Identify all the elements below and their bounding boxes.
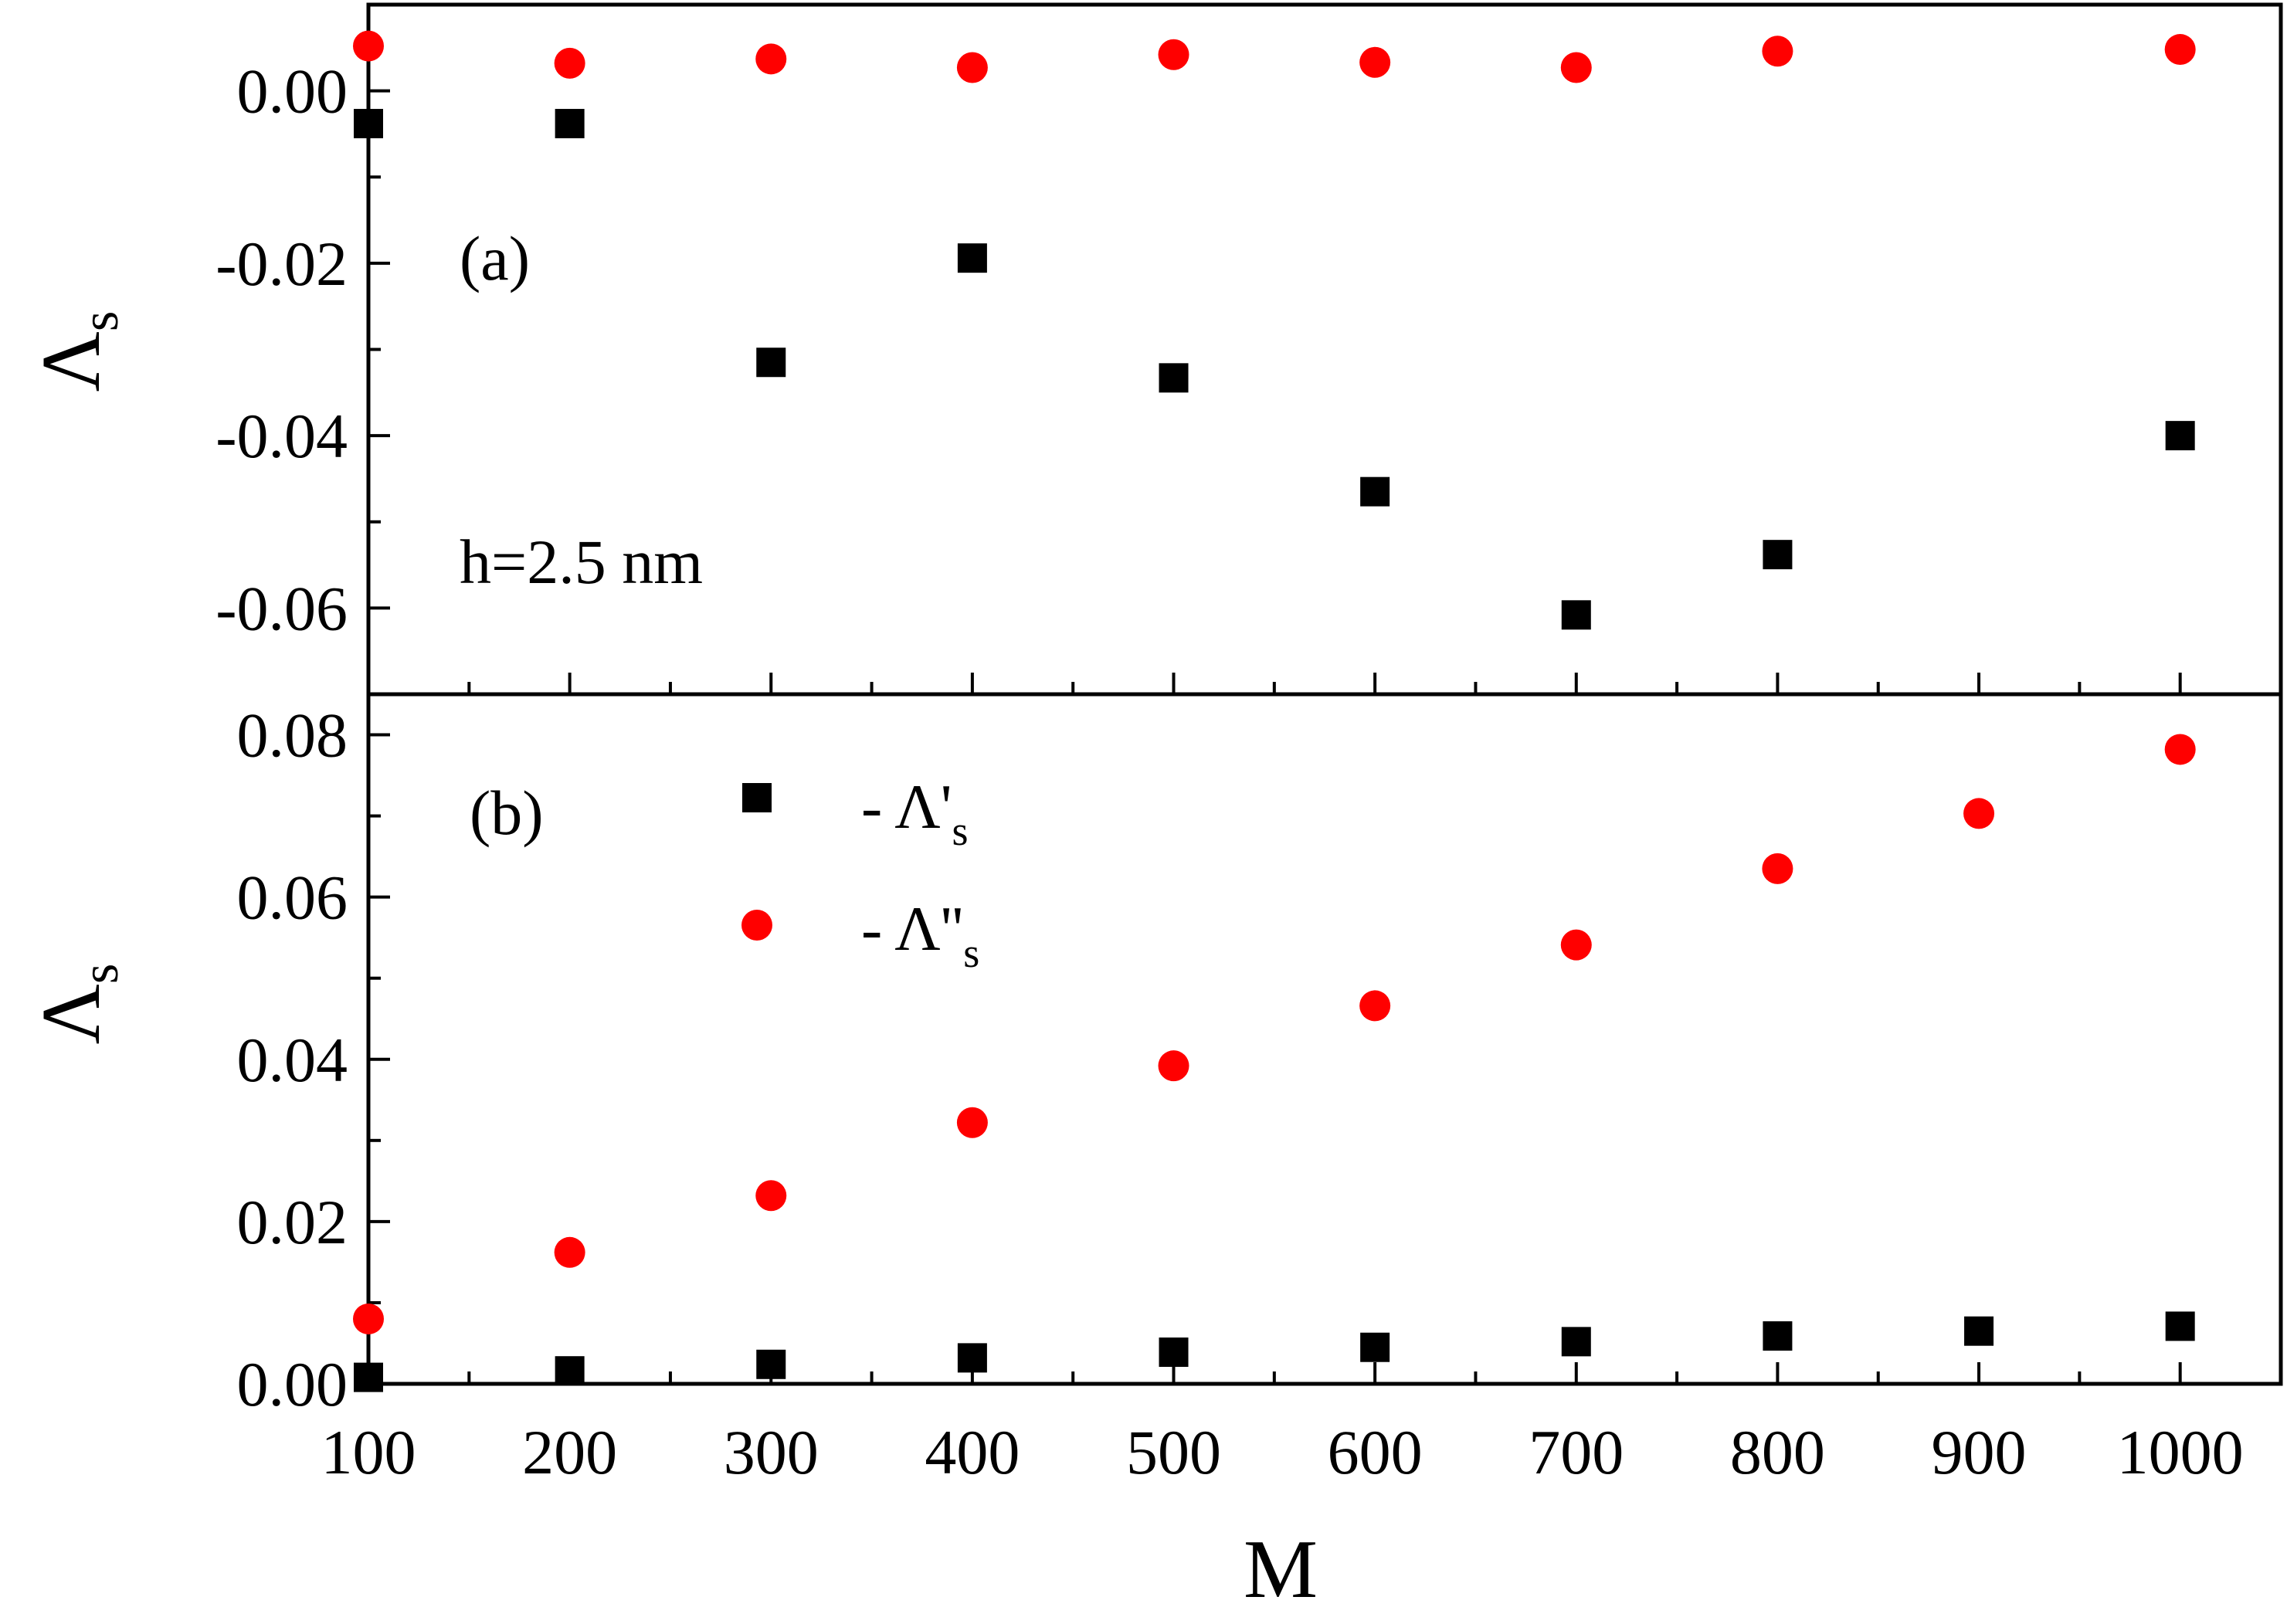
panel-a-ylabel-main: Λ xyxy=(25,331,117,392)
panel-b-ylabel-sub: s xyxy=(70,964,129,984)
legend-marker-circle xyxy=(741,910,772,941)
x-tick-label: 700 xyxy=(1529,1417,1624,1487)
data-point-square xyxy=(957,243,987,273)
x-tick-label: 600 xyxy=(1328,1417,1423,1487)
x-axis-label: M xyxy=(1244,1524,1318,1616)
y-tick-label: 0.08 xyxy=(237,700,348,771)
data-point-square xyxy=(2165,421,2195,451)
data-point-circle xyxy=(1560,52,1592,83)
panel-b-y-ticks xyxy=(368,733,390,1385)
legend-entry-1: - Λ's xyxy=(861,771,969,854)
panel-b-x-ticks xyxy=(367,1362,2282,1384)
y-tick-label: -0.04 xyxy=(215,401,348,471)
data-point-square xyxy=(555,1356,585,1386)
panel-a-y-ticks xyxy=(368,3,390,696)
data-point-circle xyxy=(1963,798,1995,829)
panel-b-frame xyxy=(366,692,2283,1386)
data-point-square xyxy=(1561,1327,1591,1357)
x-tick-label: 900 xyxy=(1932,1417,2027,1487)
panel-b-x-tick-labels: 100 200 300 400 500 600 700 800 900 1000 xyxy=(321,1417,2244,1487)
svg-text:Λs: Λs xyxy=(25,311,129,392)
svg-text:Λs: Λs xyxy=(25,964,129,1045)
data-point-circle xyxy=(2164,734,2196,765)
data-point-square xyxy=(354,1362,383,1392)
panel-b-label: (b) xyxy=(470,778,544,848)
legend-marker-square xyxy=(742,783,772,812)
legend-entry-1-text: - Λ' xyxy=(861,771,952,842)
data-point-square xyxy=(1763,540,1793,570)
data-point-circle xyxy=(1359,990,1391,1022)
panel-a-annotation: h=2.5 nm xyxy=(460,527,703,597)
panel-a-y-axis-label: Λs xyxy=(25,311,129,392)
data-point-square xyxy=(756,348,786,378)
data-point-circle xyxy=(1762,853,1793,884)
panel-b: 0.00 0.02 0.04 0.06 0.08 100 200 300 400 500 600 7… xyxy=(25,692,2283,1616)
legend-entry-2-text: - Λ'' xyxy=(861,893,963,964)
x-tick-label: 400 xyxy=(925,1417,1020,1487)
data-point-square xyxy=(555,109,585,139)
data-point-square xyxy=(1763,1321,1793,1351)
data-point-circle xyxy=(554,47,585,79)
data-point-square xyxy=(1159,363,1189,393)
y-tick-label: -0.06 xyxy=(215,573,348,643)
y-tick-label: 0.02 xyxy=(237,1187,348,1257)
data-point-circle xyxy=(1560,929,1592,961)
panel-b-y-axis-label: Λs xyxy=(25,964,129,1045)
y-tick-label: 0.00 xyxy=(237,1349,348,1419)
data-point-circle xyxy=(956,1107,988,1138)
data-point-circle xyxy=(1158,1050,1189,1082)
data-point-circle xyxy=(353,1303,384,1334)
panel-a-ylabel-sub: s xyxy=(70,311,129,331)
legend: - Λ's - Λ''s xyxy=(741,771,979,976)
x-tick-label: 800 xyxy=(1730,1417,1825,1487)
data-point-circle xyxy=(353,30,384,62)
data-point-circle xyxy=(755,1180,787,1212)
data-point-circle xyxy=(554,1236,585,1268)
panel-b-data-points xyxy=(353,734,2196,1392)
data-point-square xyxy=(957,1343,987,1373)
x-tick-label: 300 xyxy=(724,1417,819,1487)
panel-a: 0.00 -0.02 -0.04 -0.06 (a) h=2.5 nm Λs xyxy=(25,2,2283,697)
y-tick-label: 0.06 xyxy=(237,863,348,933)
y-tick-label: -0.02 xyxy=(215,229,348,299)
x-tick-label: 100 xyxy=(321,1417,416,1487)
legend-entry-2: - Λ''s xyxy=(861,893,979,976)
panel-a-label: (a) xyxy=(460,223,530,293)
data-point-circle xyxy=(956,52,988,83)
data-point-square xyxy=(2165,1311,2195,1341)
x-tick-label: 500 xyxy=(1126,1417,1221,1487)
data-point-circle xyxy=(1359,46,1391,78)
x-tick-label: 200 xyxy=(522,1417,617,1487)
data-point-square xyxy=(1561,600,1591,630)
data-point-square xyxy=(1360,1332,1390,1362)
panel-b-ylabel-main: Λ xyxy=(25,984,117,1044)
x-tick-label: 1000 xyxy=(2117,1417,2244,1487)
data-point-square xyxy=(1964,1316,1994,1346)
data-point-circle xyxy=(2164,34,2196,66)
data-point-circle xyxy=(755,43,787,75)
y-tick-label: 0.04 xyxy=(237,1025,348,1095)
data-point-square xyxy=(1360,476,1390,507)
data-point-circle xyxy=(1158,39,1189,70)
data-point-circle xyxy=(1762,36,1793,67)
legend-entry-1-sub: s xyxy=(952,808,969,854)
panel-a-y-tick-labels: 0.00 -0.02 -0.04 -0.06 xyxy=(215,56,348,644)
data-point-square xyxy=(1159,1338,1189,1368)
data-point-square xyxy=(756,1349,786,1379)
panel-a-data-points xyxy=(353,30,2196,630)
panel-a-x-ticks xyxy=(367,673,2282,694)
y-tick-label: 0.00 xyxy=(237,56,348,127)
panel-b-y-tick-labels: 0.00 0.02 0.04 0.06 0.08 xyxy=(237,700,348,1419)
data-point-square xyxy=(354,109,383,139)
legend-entry-2-sub: s xyxy=(963,930,979,976)
